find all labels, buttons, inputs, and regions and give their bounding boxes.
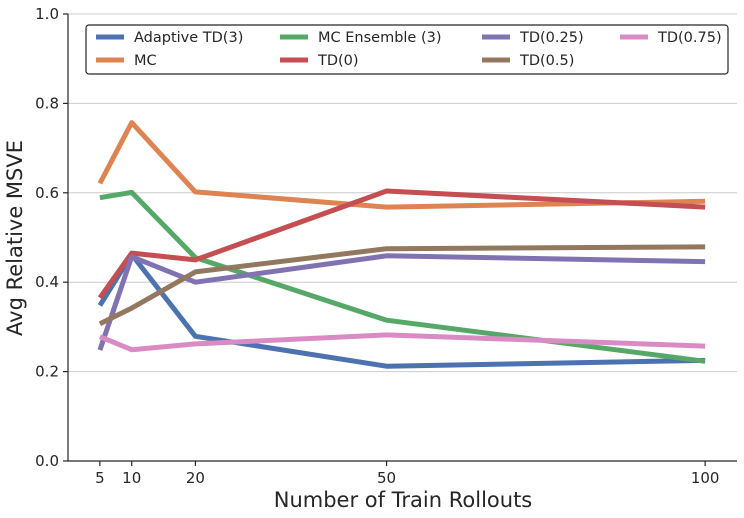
legend-label: TD(0) <box>317 53 359 69</box>
legend-label: MC <box>134 53 157 69</box>
y-tick-label: 1.0 <box>35 5 59 23</box>
x-tick-label: 50 <box>377 469 396 487</box>
x-axis-title: Number of Train Rollouts <box>274 488 533 512</box>
x-tick-label: 5 <box>95 469 105 487</box>
y-tick-label: 0.6 <box>35 184 59 202</box>
y-tick-label: 0.0 <box>35 452 59 470</box>
x-tick-label: 100 <box>691 469 720 487</box>
series-line-3 <box>97 188 706 300</box>
legend-box <box>85 24 729 75</box>
y-tick-label: 0.2 <box>35 363 59 381</box>
tick-labels: 0.0 0.2 0.4 0.6 0.8 1.0 5 10 20 50 100 <box>35 5 719 487</box>
series-line-4 <box>97 253 706 351</box>
series <box>97 120 706 369</box>
legend-label: TD(0.75) <box>657 30 722 46</box>
legend-label: MC Ensemble (3) <box>318 30 442 46</box>
series-line-1 <box>97 120 706 210</box>
series-line-5 <box>98 244 706 327</box>
y-tick-label: 0.8 <box>35 94 59 112</box>
legend: Adaptive TD(3) MC MC Ensemble (3) TD(0) TD(0… <box>85 24 729 75</box>
x-tick-label: 20 <box>186 469 205 487</box>
legend-label: Adaptive TD(3) <box>134 30 243 46</box>
x-tick-label: 10 <box>122 469 141 487</box>
axes <box>67 14 737 462</box>
y-axis-title: Avg Relative MSVE <box>3 140 27 336</box>
legend-label: TD(0.5) <box>519 53 574 69</box>
y-tick-label: 0.4 <box>35 273 59 291</box>
legend-label: TD(0.25) <box>519 30 584 46</box>
series-line-6 <box>98 332 706 353</box>
